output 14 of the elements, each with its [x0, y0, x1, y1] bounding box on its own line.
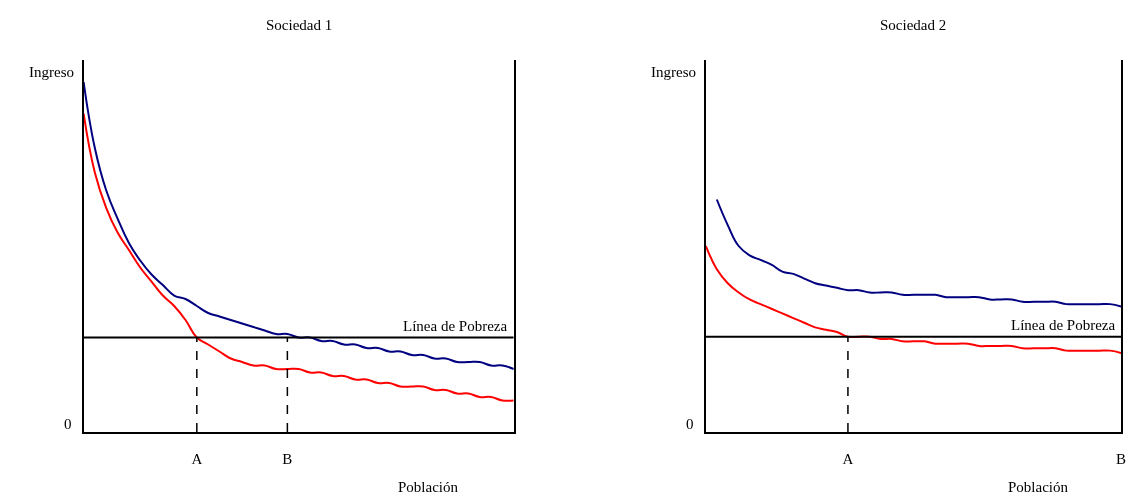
x-tick-label: A	[842, 451, 854, 467]
chart-title: Sociedad 1	[266, 17, 333, 33]
x-axis-title: Población	[398, 479, 459, 495]
x-axis-title: Población	[1008, 479, 1069, 495]
y-axis-title: Ingreso	[29, 64, 74, 80]
text: 0	[686, 416, 694, 432]
ref-line-label: Línea de Pobreza	[1011, 317, 1116, 333]
x-tick-label: B	[282, 451, 293, 467]
chart-title: Sociedad 2	[880, 17, 947, 33]
text: 0	[64, 416, 72, 432]
y-axis-title: Ingreso	[651, 64, 696, 80]
x-tick-label: A	[191, 451, 203, 467]
x-tick-label: B	[1116, 451, 1127, 467]
ref-line-label: Línea de Pobreza	[403, 318, 508, 334]
